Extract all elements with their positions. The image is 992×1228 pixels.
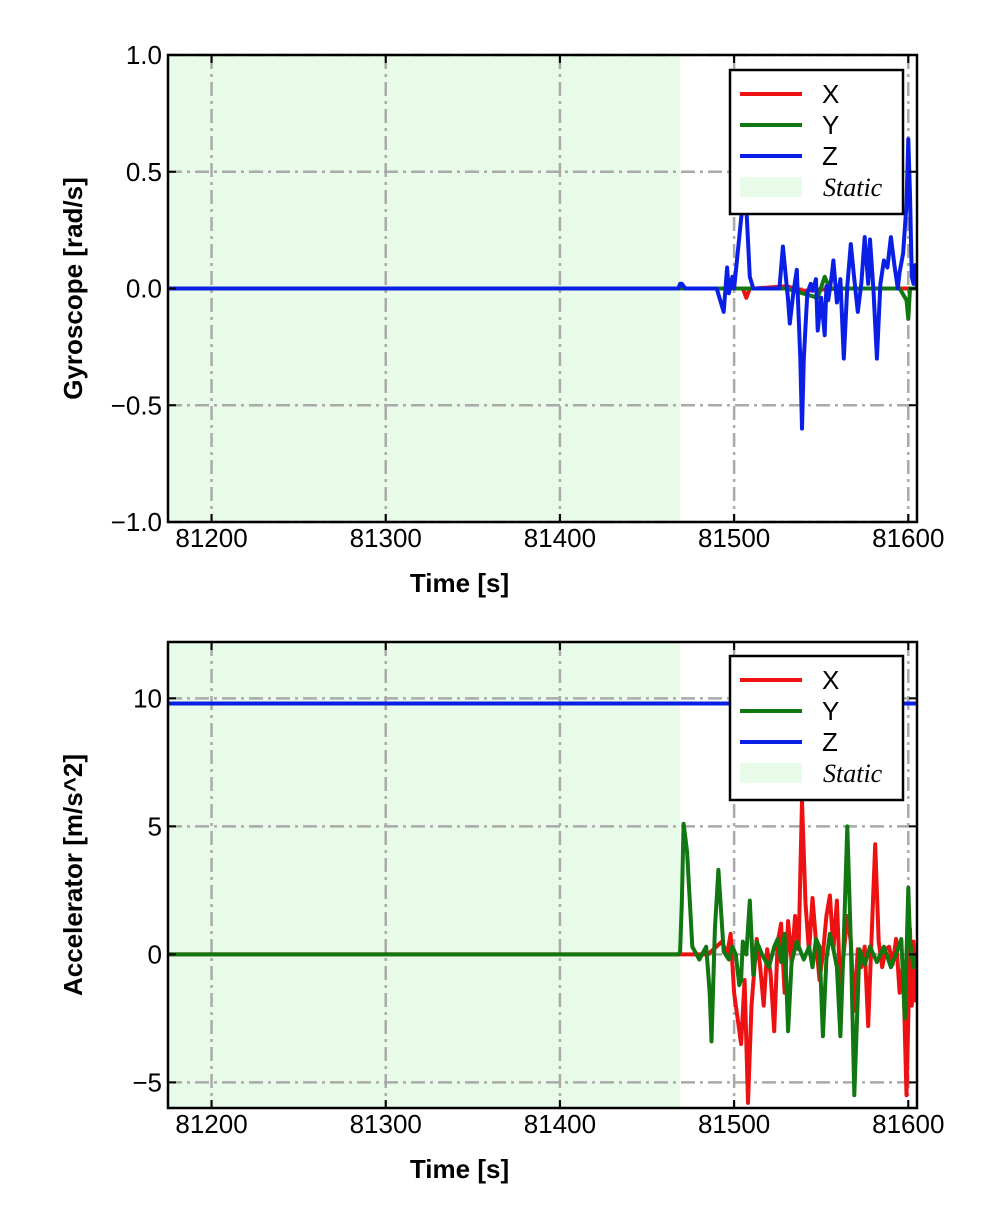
series-line-y <box>168 274 917 321</box>
x-tick-label: 81200 <box>175 523 247 553</box>
y-tick-label: 0.0 <box>126 274 162 304</box>
y-tick-label: 0.5 <box>126 157 162 187</box>
y-tick-label: −5 <box>132 1067 162 1097</box>
y-tick-label: −1.0 <box>111 507 162 537</box>
x-axis-label: Time [s] <box>410 1154 509 1184</box>
x-tick-label: 81200 <box>175 1109 247 1139</box>
series-line-x <box>168 798 917 1105</box>
accelerometer-plot: 81200 81300 81400 81500 81600 10 5 0 −5 Time [s] A… <box>58 640 944 1184</box>
legend-label-static: Static <box>823 759 883 788</box>
legend-label-x: X <box>822 79 839 109</box>
y-axis-label: Gyroscope [rad/s] <box>58 177 88 400</box>
legend-label-x: X <box>822 665 839 695</box>
x-axis-label: Time [s] <box>410 568 509 598</box>
x-tick-label: 81600 <box>872 1109 944 1139</box>
x-tick-label: 81500 <box>698 1109 770 1139</box>
static-region-shading <box>168 642 681 1108</box>
x-tick-label: 81300 <box>350 523 422 553</box>
legend-label-y: Y <box>822 696 839 726</box>
y-tick-label: 1.0 <box>126 40 162 70</box>
y-tick-label: 0 <box>148 939 162 969</box>
plot-frame <box>166 640 919 1110</box>
y-tick-label: 5 <box>148 811 162 841</box>
gyroscope-plot: 81200 81300 81400 81500 81600 1.0 0.5 0.0 −0.5 −1… <box>58 40 944 598</box>
legend-label-y: Y <box>822 110 839 140</box>
legend-label-static: Static <box>823 173 883 202</box>
legend-label-z: Z <box>822 727 838 757</box>
x-tick-label: 81300 <box>350 1109 422 1139</box>
series-line-y <box>168 821 917 1098</box>
y-tick-label: −0.5 <box>111 390 162 420</box>
y-tick-label: 10 <box>133 683 162 713</box>
y-axis-label: Accelerator [m/s^2] <box>58 754 88 996</box>
x-tick-label: 81500 <box>698 523 770 553</box>
x-tick-label: 81600 <box>872 523 944 553</box>
legend-swatch-static <box>740 177 802 197</box>
x-tick-label: 81400 <box>524 523 596 553</box>
x-tick-label: 81400 <box>524 1109 596 1139</box>
legend-swatch-static <box>740 763 802 783</box>
legend-label-z: Z <box>822 141 838 171</box>
series-line-z <box>168 137 917 431</box>
